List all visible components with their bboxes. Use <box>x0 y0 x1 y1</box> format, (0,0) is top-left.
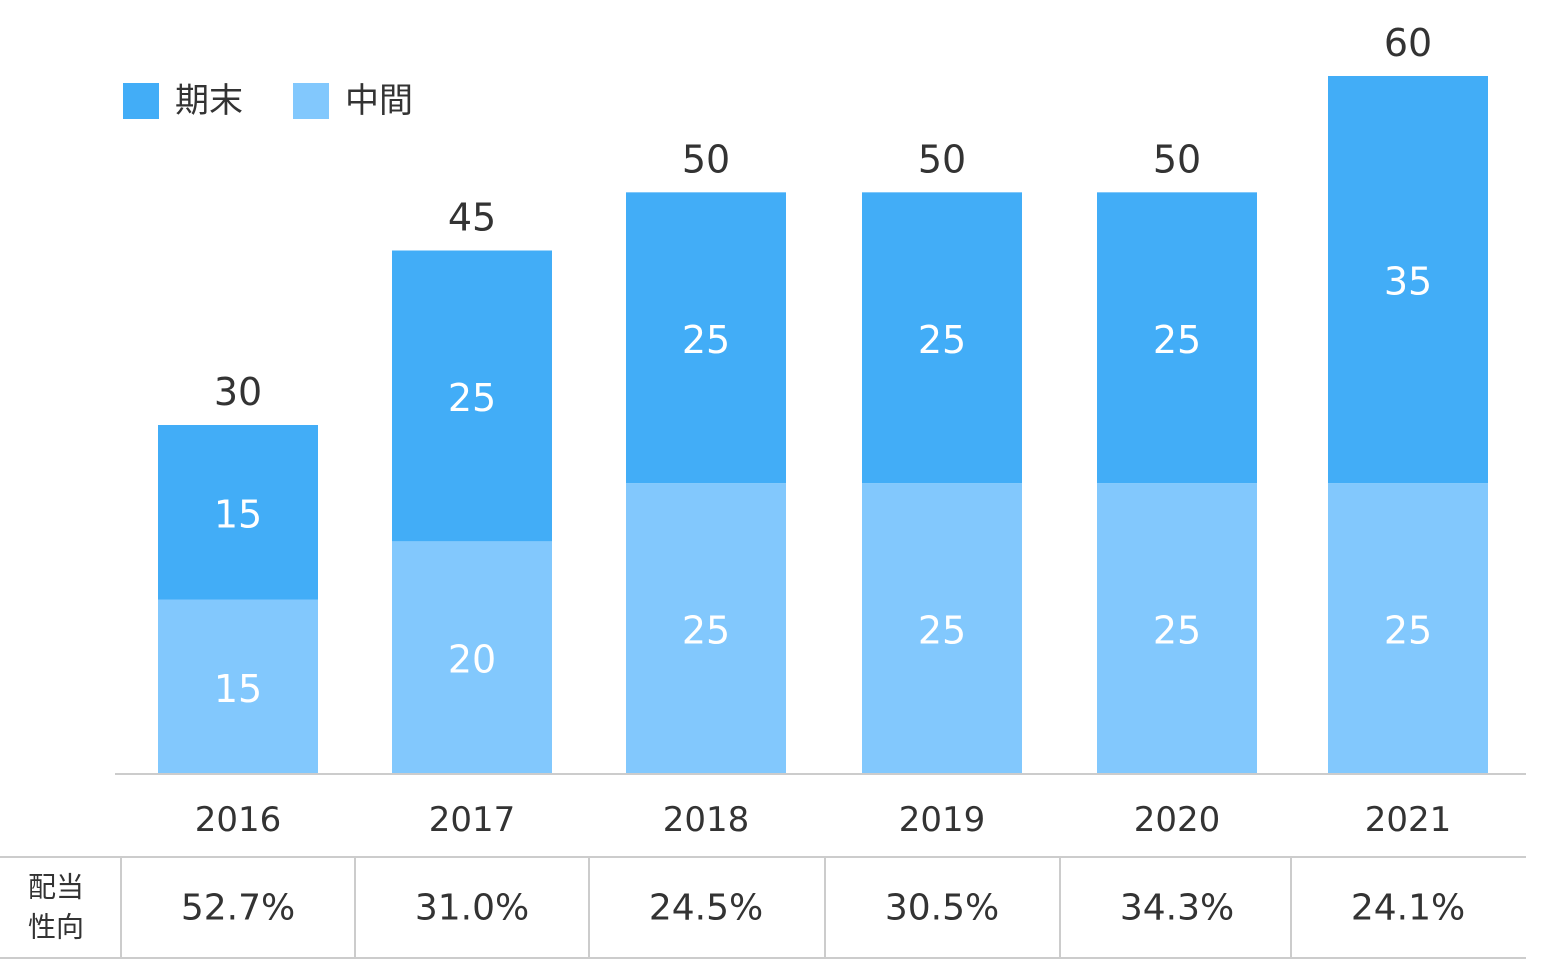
payout-ratio-value: 30.5% <box>885 888 999 929</box>
x-tick-label: 2018 <box>663 800 750 840</box>
payout-ratio-value: 24.1% <box>1351 888 1465 929</box>
x-tick-label: 2019 <box>899 800 986 840</box>
segment-label: 15 <box>214 667 262 711</box>
segment-label: 15 <box>214 492 262 536</box>
bar-segment <box>1097 192 1257 484</box>
segment-label: 25 <box>918 318 966 362</box>
segment-label: 25 <box>682 318 730 362</box>
total-label: 50 <box>918 137 966 181</box>
bar-segment <box>1328 483 1488 774</box>
total-label: 30 <box>214 370 262 414</box>
bar-segment <box>1097 483 1257 774</box>
bar-segment <box>626 192 786 484</box>
segment-label: 25 <box>1384 609 1432 653</box>
payout-ratio-value: 52.7% <box>181 888 295 929</box>
bar-segment <box>392 250 552 542</box>
legend-swatch <box>123 83 159 119</box>
bar-segment <box>158 425 318 600</box>
x-tick-label: 2017 <box>429 800 516 840</box>
payout-ratio-value: 31.0% <box>415 888 529 929</box>
bar-segment <box>862 192 1022 484</box>
bar-segment <box>392 541 552 774</box>
payout-ratio-value: 24.5% <box>649 888 763 929</box>
x-tick-label: 2020 <box>1134 800 1221 840</box>
segment-label: 25 <box>1153 609 1201 653</box>
bar-segment <box>158 599 318 774</box>
segment-label: 35 <box>1384 260 1432 304</box>
x-tick-label: 2016 <box>195 800 282 840</box>
bar-segment <box>1328 76 1488 484</box>
legend-label: 期末 <box>175 81 243 121</box>
total-label: 50 <box>682 137 730 181</box>
legend-label: 中間 <box>345 81 413 121</box>
total-label: 60 <box>1384 21 1432 65</box>
segment-label: 20 <box>448 638 496 682</box>
payout-header-line-1: 配当 <box>28 871 84 904</box>
bar-segment <box>626 483 786 774</box>
segment-label: 25 <box>682 609 730 653</box>
total-label: 45 <box>448 196 496 240</box>
payout-ratio-value: 34.3% <box>1120 888 1234 929</box>
payout-header-line-2: 性向 <box>28 911 84 944</box>
segment-label: 25 <box>448 376 496 420</box>
x-tick-label: 2021 <box>1365 800 1452 840</box>
bar-segment <box>862 483 1022 774</box>
segment-label: 25 <box>918 609 966 653</box>
legend-swatch <box>293 83 329 119</box>
total-label: 50 <box>1153 137 1201 181</box>
segment-label: 25 <box>1153 318 1201 362</box>
